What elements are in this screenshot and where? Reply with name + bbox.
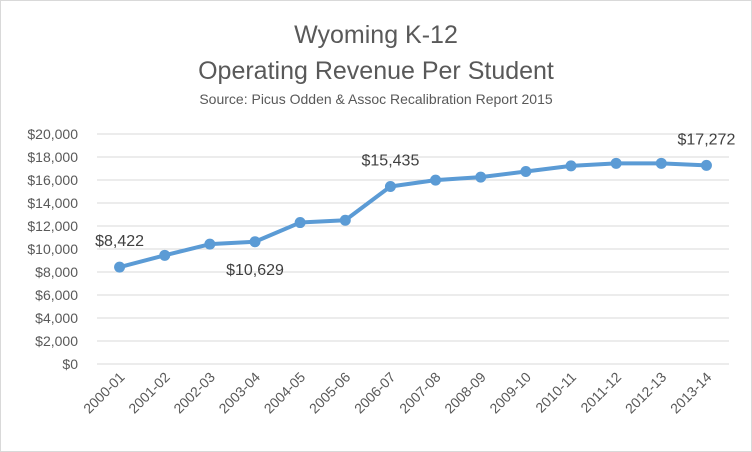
x-tick-label: 2003-04: [215, 369, 263, 417]
x-tick-label: 2005-06: [306, 369, 354, 417]
y-tick-label: $14,000: [27, 195, 78, 211]
y-tick-label: $8,000: [35, 264, 78, 280]
chart-title-line-2: Operating Revenue Per Student: [198, 57, 554, 85]
x-tick-label: 2007-08: [396, 369, 444, 417]
data-point: [565, 160, 577, 172]
data-point: [114, 261, 126, 273]
y-tick-label: $0: [62, 356, 78, 372]
y-tick-label: $10,000: [27, 241, 78, 257]
data-label: $17,272: [678, 131, 736, 148]
data-label: $15,435: [362, 152, 420, 169]
x-tick-label: 2001-02: [125, 369, 173, 417]
data-label: $8,422: [95, 233, 144, 250]
x-tick-label: 2012-13: [622, 369, 670, 417]
data-point: [249, 236, 261, 248]
chart-title-line-1: Wyoming K-12: [294, 21, 458, 49]
chart-subtitle: Source: Picus Odden & Assoc Recalibratio…: [199, 91, 553, 107]
data-point: [610, 157, 622, 169]
y-tick-label: $18,000: [27, 149, 78, 165]
y-tick-label: $4,000: [35, 310, 78, 326]
x-tick-label: 2004-05: [261, 369, 309, 417]
x-tick-label: 2010-11: [532, 369, 579, 416]
x-tick-label: 2002-03: [170, 369, 218, 417]
data-point: [339, 214, 351, 226]
data-point: [384, 180, 396, 192]
data-point: [294, 217, 306, 229]
data-point: [520, 165, 532, 177]
x-tick-label: 2013-14: [667, 369, 715, 417]
x-tick-label: 2000-01: [80, 369, 128, 417]
data-point: [475, 171, 487, 183]
y-tick-label: $6,000: [35, 287, 78, 303]
data-point: [159, 249, 171, 261]
x-tick-label: 2008-09: [441, 369, 489, 417]
x-tick-label: 2011-12: [577, 369, 624, 416]
y-tick-label: $20,000: [27, 126, 78, 142]
y-tick-label: $16,000: [27, 172, 78, 188]
data-point: [430, 174, 442, 186]
series-line: [117, 161, 709, 270]
x-tick-label: 2009-10: [486, 369, 534, 417]
data-label: $10,629: [226, 262, 284, 279]
y-tick-label: $12,000: [27, 218, 78, 234]
data-point: [204, 238, 216, 250]
data-point: [655, 157, 667, 169]
data-point: [700, 159, 712, 171]
x-tick-label: 2006-07: [351, 369, 399, 417]
y-tick-label: $2,000: [35, 333, 78, 349]
